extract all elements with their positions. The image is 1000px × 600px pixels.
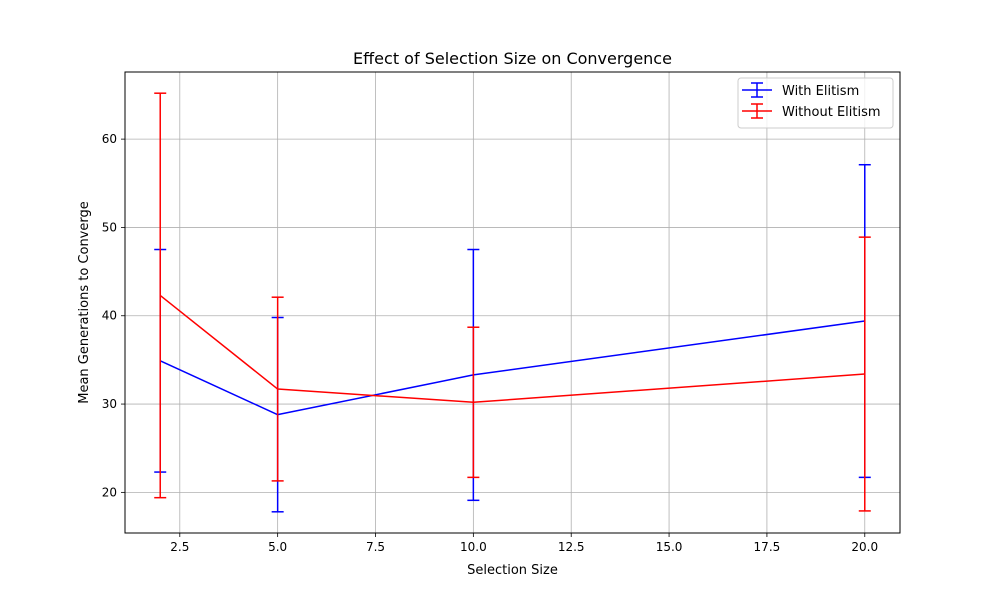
legend: With Elitism Without Elitism [737, 77, 894, 129]
y-tick-label: 40 [102, 309, 117, 323]
y-tick-label: 50 [102, 220, 117, 234]
y-tick-label: 20 [102, 485, 117, 499]
legend-label-with-elitism: With Elitism [782, 84, 859, 99]
series-layer [154, 92, 871, 513]
ticks: 2.5 5.0 7.5 10.0 12.5 15.0 17.5 20.0 20 30 40 50 60 [102, 132, 878, 554]
x-tick-label: 15.0 [656, 540, 683, 554]
x-tick-label: 12.5 [558, 540, 585, 554]
series-line [159, 294, 865, 404]
legend-marker [742, 103, 772, 119]
series-line [159, 320, 865, 416]
x-tick-label: 17.5 [754, 540, 781, 554]
chart-title: Effect of Selection Size on Convergence [353, 49, 672, 68]
legend-label-without-elitism: Without Elitism [782, 105, 881, 120]
x-tick-label: 7.5 [366, 540, 385, 554]
x-tick-label: 10.0 [460, 540, 487, 554]
x-axis-label: Selection Size [467, 563, 558, 578]
legend-marker [742, 82, 772, 98]
plot-frame [124, 71, 901, 534]
x-tick-label: 20.0 [851, 540, 878, 554]
y-tick-label: 30 [102, 397, 117, 411]
series-without-elitism [154, 92, 871, 512]
y-axis-label: Mean Generations to Converge [77, 201, 92, 404]
y-tick-label: 60 [102, 132, 117, 146]
x-tick-label: 2.5 [170, 540, 189, 554]
legend-markers [742, 82, 772, 119]
legend-frame [737, 77, 894, 129]
x-tick-label: 5.0 [268, 540, 287, 554]
